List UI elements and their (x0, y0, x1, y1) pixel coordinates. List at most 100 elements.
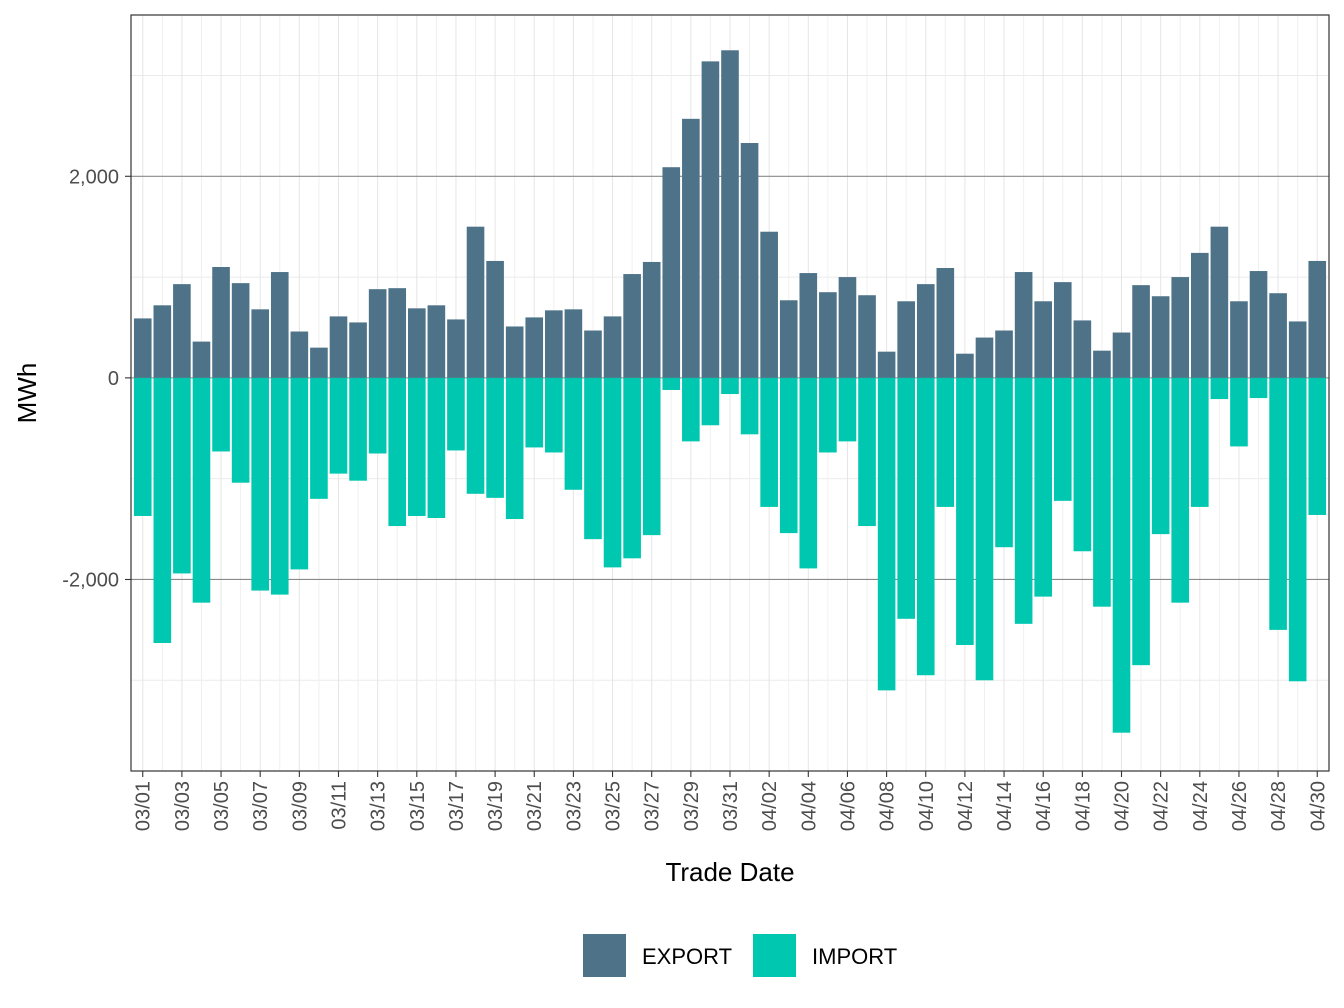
bar-export-04-09 (897, 301, 915, 378)
x-tick-label: 04/28 (1268, 781, 1290, 831)
bar-export-04-20 (1112, 332, 1131, 378)
bar-export-04-16 (1034, 301, 1053, 378)
bar-export-04-28 (1269, 293, 1287, 378)
bar-import-03-22 (545, 377, 563, 453)
bar-export-04-30 (1308, 260, 1327, 378)
bar-export-04-23 (1171, 277, 1190, 378)
x-axis: 03/01 03/03 03/05 03/07 03/09 03/11 03/13 03/15… (133, 771, 1329, 831)
bar-export-04-05 (819, 292, 837, 378)
x-tick-label: 03/03 (172, 781, 194, 831)
x-tick-label: 04/04 (798, 781, 820, 831)
bar-export-04-11 (936, 268, 955, 378)
x-axis-title: Trade Date (665, 857, 794, 887)
bar-import-03-08 (270, 377, 289, 595)
bar-export-03-20 (505, 326, 524, 378)
bar-import-04-04 (799, 377, 818, 569)
bar-import-03-30 (701, 377, 720, 426)
bar-import-04-06 (838, 377, 857, 442)
x-tick-label: 03/07 (250, 781, 272, 831)
bar-export-03-07 (251, 309, 270, 378)
bar-export-04-26 (1230, 301, 1248, 378)
bar-import-03-05 (212, 377, 230, 452)
bar-import-04-09 (897, 377, 915, 619)
y-axis-title: MWh (12, 363, 42, 424)
bar-import-04-21 (1132, 377, 1150, 666)
bar-export-03-22 (545, 310, 563, 378)
bar-export-04-14 (995, 330, 1013, 378)
bar-import-04-19 (1093, 377, 1111, 607)
bar-import-04-22 (1151, 377, 1170, 535)
bar-import-03-09 (290, 377, 309, 570)
bar-import-04-20 (1112, 377, 1131, 733)
legend-label-import: IMPORT (812, 944, 897, 969)
bar-import-04-13 (975, 377, 994, 681)
bar-export-03-13 (368, 289, 387, 378)
bar-import-03-19 (486, 377, 504, 498)
y-tick-label: 2,000 (69, 166, 119, 188)
bar-import-04-10 (916, 377, 935, 676)
bar-export-03-08 (270, 272, 289, 378)
bar-export-04-06 (838, 277, 857, 378)
bar-import-03-26 (623, 377, 641, 559)
bar-import-04-07 (858, 377, 876, 527)
bar-import-04-15 (1014, 377, 1033, 624)
bar-export-04-03 (779, 300, 798, 378)
bar-export-03-14 (388, 288, 407, 378)
x-tick-label: 04/22 (1151, 781, 1173, 831)
bar-import-04-24 (1190, 377, 1209, 507)
bar-import-03-28 (662, 377, 681, 390)
bar-import-04-16 (1034, 377, 1053, 597)
bar-import-04-26 (1230, 377, 1248, 447)
bar-import-03-12 (349, 377, 367, 481)
bar-import-03-18 (466, 377, 485, 494)
bar-export-03-03 (173, 284, 191, 378)
x-tick-label: 03/29 (681, 781, 703, 831)
x-tick-label: 03/25 (603, 781, 625, 831)
x-tick-label: 04/16 (1033, 781, 1055, 831)
bar-export-04-12 (956, 353, 974, 378)
bar-export-04-13 (975, 337, 994, 378)
bar-export-03-06 (231, 283, 250, 378)
bar-import-04-05 (819, 377, 837, 453)
bar-export-03-30 (701, 61, 720, 378)
bar-import-04-23 (1171, 377, 1190, 603)
bar-export-03-26 (623, 274, 641, 378)
x-tick-label: 04/02 (759, 781, 781, 831)
x-tick-label: 03/21 (524, 781, 546, 831)
bar-import-04-28 (1269, 377, 1287, 630)
bar-import-03-06 (231, 377, 250, 483)
bar-import-04-30 (1308, 377, 1327, 515)
x-tick-label: 04/06 (837, 781, 859, 831)
x-tick-label: 04/14 (994, 781, 1016, 831)
bar-import-04-27 (1249, 377, 1268, 399)
bar-export-04-10 (916, 284, 935, 378)
bar-export-04-19 (1093, 350, 1111, 378)
bar-export-04-17 (1053, 282, 1072, 378)
bar-export-03-27 (642, 261, 661, 378)
bar-export-03-10 (310, 347, 328, 378)
bar-import-03-10 (310, 377, 328, 499)
bar-import-04-08 (877, 377, 896, 691)
bar-import-03-25 (603, 377, 622, 568)
x-tick-label: 03/23 (563, 781, 585, 831)
bar-export-04-18 (1073, 320, 1092, 378)
bar-export-03-23 (564, 309, 583, 378)
legend-swatch-import (753, 934, 796, 977)
bar-export-04-21 (1132, 285, 1150, 378)
bar-export-04-01 (740, 143, 759, 378)
bar-import-03-07 (251, 377, 270, 591)
bar-import-04-17 (1053, 377, 1072, 501)
bar-export-04-24 (1190, 252, 1209, 378)
bar-export-04-02 (760, 231, 778, 378)
x-tick-label: 03/31 (720, 781, 742, 831)
bar-import-03-21 (525, 377, 544, 448)
x-tick-label: 04/20 (1112, 781, 1134, 831)
bar-export-03-31 (721, 50, 739, 378)
bar-export-03-05 (212, 267, 230, 378)
x-tick-label: 04/12 (955, 781, 977, 831)
x-tick-label: 03/17 (446, 781, 468, 831)
bars (133, 50, 1327, 733)
x-tick-label: 04/30 (1307, 781, 1329, 831)
bar-import-03-13 (368, 377, 387, 454)
